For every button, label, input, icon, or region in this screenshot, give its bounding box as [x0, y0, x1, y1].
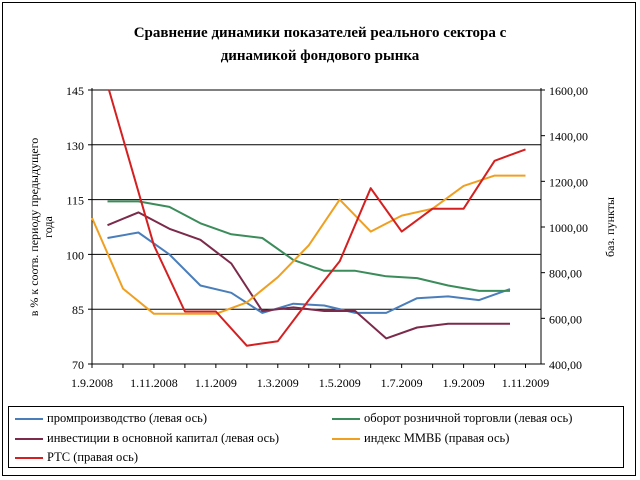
- chart-title-line1: Сравнение динамики показателей реального…: [133, 25, 507, 41]
- legend-item: оборот розничной торговли (левая ось): [332, 410, 572, 426]
- left-axis-title-line2: года: [41, 215, 55, 237]
- x-tick-label: 1.7.2009: [381, 376, 423, 390]
- legend-item: промпроизводство (левая ось): [15, 410, 207, 426]
- legend-item: РТС (правая ось): [15, 449, 138, 465]
- left-tick-label: 85: [72, 303, 84, 317]
- chart-frame: [2, 2, 636, 476]
- chart-title-line2: динамикой фондового рынка: [220, 48, 420, 64]
- left-tick-label: 115: [66, 194, 84, 208]
- right-tick-label: 800,00: [549, 267, 582, 281]
- legend-label: индекс ММВБ (правая ось): [364, 431, 510, 445]
- legend-swatch: [15, 418, 43, 421]
- right-axis-title: баз. пункты: [603, 197, 617, 257]
- right-tick-label: 600,00: [549, 312, 582, 326]
- series-line-0: [107, 231, 511, 314]
- x-tick-label: 1.9.2008: [71, 376, 113, 390]
- series-line-1: [107, 200, 510, 292]
- legend-swatch: [15, 438, 43, 441]
- legend-item: инвестиции в основной капитал (левая ось…: [15, 430, 279, 446]
- legend-swatch: [332, 438, 360, 441]
- legend-swatch: [15, 457, 43, 460]
- x-tick-label: 1.5.2009: [319, 376, 361, 390]
- chart-title: Сравнение динамики показателей реального…: [90, 22, 550, 68]
- legend-label: инвестиции в основной капитал (левая ось…: [47, 431, 280, 445]
- left-tick-label: 100: [66, 248, 84, 262]
- legend: промпроизводство (левая ось) оборот розни…: [8, 406, 624, 468]
- legend-label: оборот розничной торговли (левая ось): [364, 411, 573, 425]
- right-tick-label: 1200,00: [549, 175, 588, 189]
- series-line-4: [108, 89, 526, 347]
- right-tick-label: 1000,00: [549, 221, 588, 235]
- left-tick-label: 70: [72, 358, 84, 372]
- right-tick-label: 1400,00: [549, 130, 588, 144]
- left-axis-title-line1: в % к соотв. периоду предыдущего: [27, 138, 41, 317]
- left-tick-label: 130: [66, 139, 84, 153]
- right-tick-label: 400,00: [549, 358, 582, 372]
- series-line-2: [107, 211, 510, 340]
- x-tick-label: 1.3.2009: [257, 376, 299, 390]
- series-line-3: [91, 174, 526, 315]
- x-tick-label: 1.11.2008: [130, 376, 178, 390]
- x-tick-label: 1.1.2009: [195, 376, 237, 390]
- left-tick-label: 145: [66, 84, 84, 98]
- legend-label: РТС (правая ось): [47, 450, 138, 464]
- chart-plot: 70 85 100 115 130 145 400,00 600,00 800,00 1000,0…: [27, 84, 617, 390]
- legend-swatch: [332, 418, 360, 421]
- x-tick-label: 1.11.2009: [502, 376, 550, 390]
- legend-item: индекс ММВБ (правая ось): [332, 430, 509, 446]
- legend-label: промпроизводство (левая ось): [47, 411, 208, 425]
- right-tick-label: 1600,00: [549, 84, 588, 98]
- x-tick-label: 1.9.2009: [443, 376, 485, 390]
